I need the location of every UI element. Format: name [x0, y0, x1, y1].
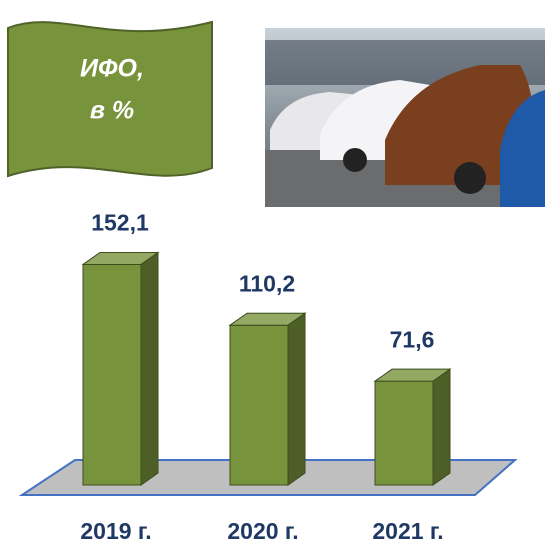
x-tick-label: 2019 г.: [80, 518, 151, 544]
bar-top: [81, 251, 160, 265]
bar-side-shade: [287, 312, 306, 486]
bar-top: [373, 368, 452, 382]
x-tick-label: 2020 г.: [227, 518, 298, 544]
photo: [265, 28, 545, 207]
title-banner: [7, 20, 213, 178]
bar-side-shade: [432, 368, 451, 486]
chart-title: в %: [90, 97, 134, 125]
value-label: 71,6: [390, 326, 435, 352]
bar: [228, 312, 307, 486]
bar: [81, 251, 160, 486]
x-tick-label: 2021 г.: [372, 518, 443, 544]
bar-top-light: [81, 251, 160, 265]
value-label: 110,2: [239, 270, 295, 296]
bar-front: [82, 263, 142, 486]
bar-front: [374, 380, 434, 486]
value-label: 152,1: [91, 210, 149, 236]
bar-front: [229, 324, 289, 486]
bar: [373, 368, 452, 486]
bar-side-shade: [140, 251, 159, 486]
bar-top: [228, 312, 307, 326]
bar-top-light: [228, 312, 307, 326]
bar-top-light: [373, 368, 452, 382]
chart-title: ИФО,: [80, 55, 144, 83]
